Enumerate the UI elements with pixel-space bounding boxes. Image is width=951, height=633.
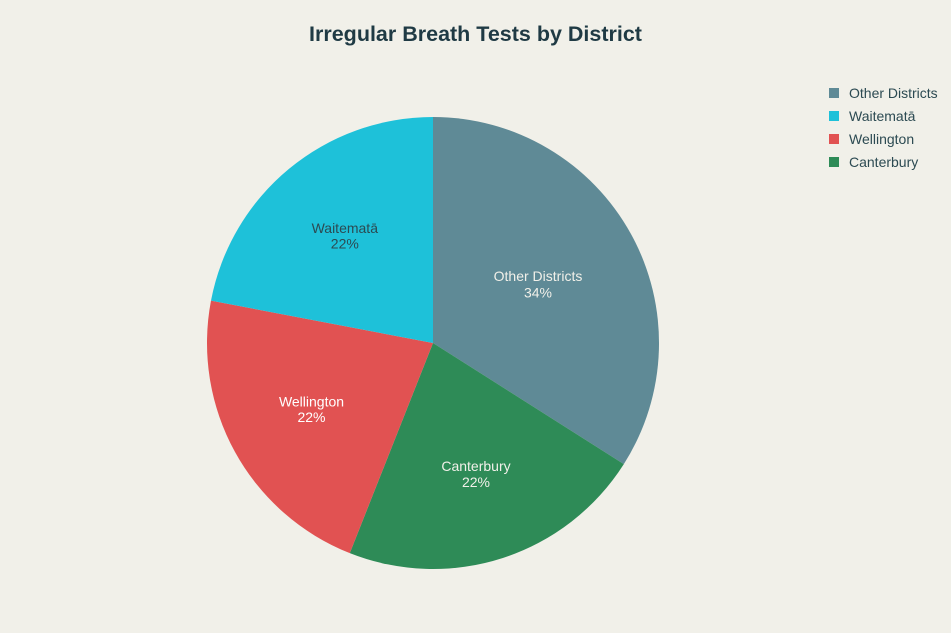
svg-text:22%: 22% bbox=[297, 409, 325, 425]
svg-text:22%: 22% bbox=[331, 236, 359, 252]
svg-text:34%: 34% bbox=[524, 285, 552, 301]
svg-text:Canterbury: Canterbury bbox=[441, 458, 510, 474]
svg-text:22%: 22% bbox=[462, 474, 490, 490]
svg-text:Other Districts: Other Districts bbox=[494, 268, 583, 284]
svg-text:Waitematā: Waitematā bbox=[312, 220, 379, 236]
svg-text:Wellington: Wellington bbox=[279, 393, 344, 409]
